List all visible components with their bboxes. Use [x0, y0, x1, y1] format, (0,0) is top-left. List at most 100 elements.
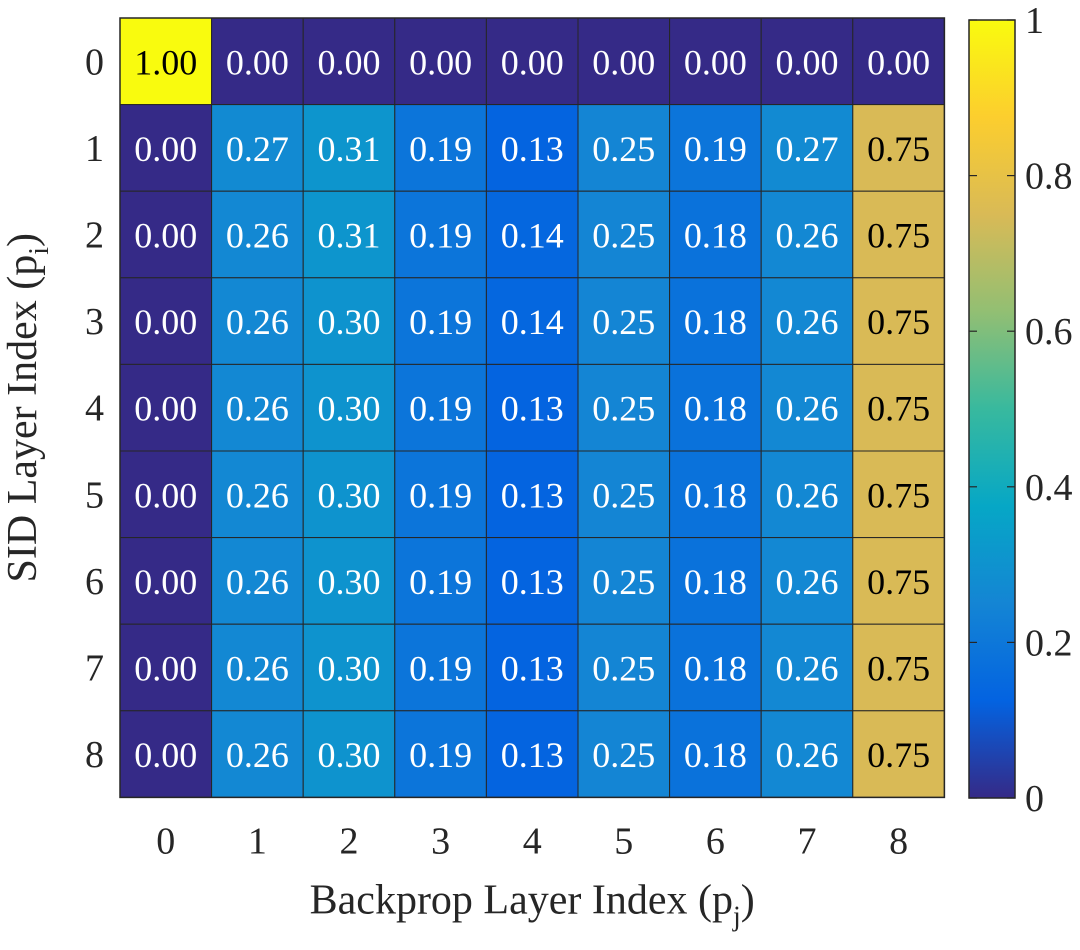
cell-value-label: 0.26	[226, 475, 289, 515]
cell-value-label: 0.00	[318, 42, 381, 82]
y-tick-label: 2	[85, 215, 104, 257]
colorbar-tick-label: 0.4	[1025, 467, 1073, 509]
cell-value-label: 0.18	[684, 216, 747, 256]
y-tick-label: 5	[85, 474, 104, 516]
y-tick-label: 6	[85, 561, 104, 603]
cell-value-label: 0.18	[684, 735, 747, 775]
heatmap-cell	[669, 710, 762, 798]
cell-value-label: 0.18	[684, 562, 747, 602]
cell-value-label: 0.31	[318, 129, 381, 169]
heatmap-cell	[577, 17, 671, 106]
cell-value-label: 0.00	[134, 735, 197, 775]
heatmap-cell	[394, 450, 487, 539]
y-axis-label-subscript: i	[24, 247, 55, 255]
heatmap-cell	[485, 17, 579, 106]
cell-value-label: 0.13	[501, 389, 564, 429]
cell-value-label: 0.75	[867, 216, 930, 256]
cell-value-label: 0.00	[134, 649, 197, 689]
heatmap-cell	[302, 363, 396, 452]
cell-value-label: 0.27	[226, 129, 289, 169]
cell-value-label: 0.75	[867, 475, 930, 515]
heatmap-cell	[485, 710, 579, 798]
heatmap-cell	[669, 537, 762, 625]
cell-value-label: 0.18	[684, 389, 747, 429]
y-axis-ticks: 0 1 2 3 4 5 6 7 8	[85, 41, 104, 776]
heatmap-cell	[119, 710, 213, 798]
cell-value-label: 0.30	[318, 649, 381, 689]
cell-value-label: 0.19	[409, 302, 472, 342]
cell-value-label: 0.75	[867, 735, 930, 775]
heatmap-cell	[760, 277, 854, 365]
x-tick-label: 5	[614, 820, 633, 862]
cell-value-label: 0.00	[134, 216, 197, 256]
heatmap-cell	[852, 104, 945, 192]
heatmap-cell	[394, 104, 487, 192]
cell-value-label: 0.26	[776, 562, 839, 602]
heatmap-cell	[577, 623, 671, 712]
cell-value-label: 0.75	[867, 649, 930, 689]
heatmap-cell	[119, 450, 213, 539]
cell-value-label: 0.13	[501, 562, 564, 602]
cell-value-label: 0.25	[592, 649, 655, 689]
heatmap-cell	[669, 623, 762, 712]
y-tick-label: 3	[85, 301, 104, 343]
heatmap-cell	[302, 623, 396, 712]
heatmap-cell	[577, 450, 671, 539]
heatmap-cell	[577, 104, 671, 192]
cell-value-label: 0.00	[409, 42, 472, 82]
cell-value-label: 0.19	[409, 389, 472, 429]
colorbar-tick-label: 1	[1025, 0, 1044, 42]
cell-value-label: 0.26	[226, 302, 289, 342]
cell-value-label: 0.26	[776, 389, 839, 429]
cell-value-label: 0.14	[501, 302, 564, 342]
cell-value-label: 0.75	[867, 302, 930, 342]
heatmap-cell	[211, 17, 304, 106]
heatmap-cell	[302, 190, 396, 279]
cell-value-label: 0.26	[776, 735, 839, 775]
cell-value-label: 0.19	[409, 562, 472, 602]
heatmap-cell	[669, 190, 762, 279]
cell-value-label: 0.26	[776, 649, 839, 689]
cell-value-label: 0.25	[592, 302, 655, 342]
cell-value-label: 0.26	[776, 302, 839, 342]
heatmap-cell	[485, 450, 579, 539]
cell-value-label: 0.19	[409, 216, 472, 256]
cell-value-label: 0.00	[134, 302, 197, 342]
heatmap-cell	[119, 623, 213, 712]
x-axis-label-close: )	[741, 877, 755, 923]
cell-value-label: 0.00	[592, 42, 655, 82]
cell-value-label: 0.00	[134, 389, 197, 429]
cell-value-label: 0.25	[592, 389, 655, 429]
cell-value-label: 0.30	[318, 389, 381, 429]
cell-value-label: 0.00	[134, 475, 197, 515]
x-axis-label-main: Backprop Layer Index (p	[310, 877, 733, 923]
x-axis-label-subscript: j	[732, 901, 741, 932]
heatmap-cell	[211, 537, 304, 625]
cell-value-label: 0.00	[226, 42, 289, 82]
cell-value-label: 1.00	[134, 42, 197, 82]
x-axis-label: Backprop Layer Index (pj)	[310, 877, 755, 932]
cell-value-label: 0.30	[318, 302, 381, 342]
heatmap-cell	[485, 537, 579, 625]
cell-value-label: 0.18	[684, 649, 747, 689]
y-axis-label-close: )	[0, 233, 46, 247]
cell-value-label: 0.26	[226, 735, 289, 775]
cell-value-label: 0.14	[501, 216, 564, 256]
cell-value-label: 0.00	[134, 562, 197, 602]
cell-value-label: 0.19	[409, 649, 472, 689]
cell-value-label: 0.00	[501, 42, 564, 82]
cell-value-label: 0.26	[776, 216, 839, 256]
cell-value-label: 0.30	[318, 735, 381, 775]
x-tick-label: 3	[431, 820, 450, 862]
y-tick-label: 0	[85, 41, 104, 83]
heatmap-cell	[760, 104, 854, 192]
heatmap-cell	[394, 277, 487, 365]
heatmap-cell	[852, 190, 945, 279]
heatmap-cell	[211, 190, 304, 279]
cell-value-label: 0.18	[684, 475, 747, 515]
cell-value-label: 0.00	[867, 42, 930, 82]
heatmap-cell	[760, 17, 854, 106]
heatmap-cell	[119, 277, 213, 365]
heatmap-cell	[302, 710, 396, 798]
